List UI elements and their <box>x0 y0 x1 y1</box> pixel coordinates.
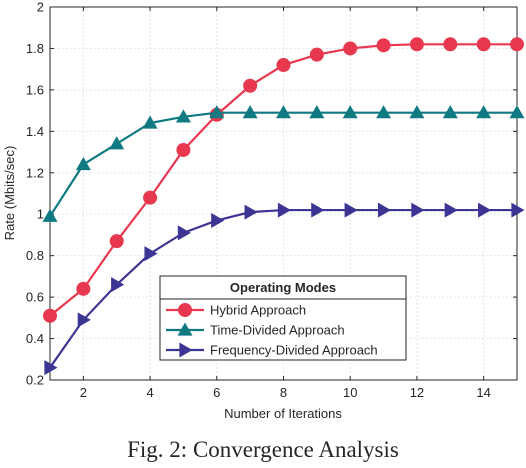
y-tick-label: 0.4 <box>26 331 44 346</box>
y-tick-label: 1.2 <box>26 165 44 180</box>
data-point <box>409 37 424 52</box>
x-tick-label: 8 <box>280 385 287 400</box>
legend: Operating Modes Hybrid Approach Time-Divi… <box>159 275 407 361</box>
data-point <box>144 246 158 262</box>
legend-entries: Hybrid Approach Time-Divided Approach Freq… <box>166 303 378 358</box>
x-tick-label: 4 <box>146 385 153 400</box>
legend-box <box>159 275 407 361</box>
data-point <box>42 208 58 222</box>
data-point <box>109 136 125 150</box>
data-point <box>143 190 158 205</box>
data-point <box>409 105 425 119</box>
x-axis-label: Number of Iterations <box>224 406 342 421</box>
data-point <box>510 37 524 52</box>
data-point <box>109 234 124 249</box>
y-tick-label: 1.6 <box>26 82 44 97</box>
data-point <box>43 308 57 323</box>
x-tick-label: 2 <box>80 385 87 400</box>
series-layer <box>42 37 525 376</box>
data-point <box>75 156 91 171</box>
legend-entry: Frequency-Divided Approach <box>166 342 378 358</box>
legend-label: Time-Divided Approach <box>210 323 345 338</box>
series-frequency-divided-approach <box>44 202 525 376</box>
series-time-divided-approach <box>42 105 525 222</box>
figure-caption: Fig. 2: Convergence Analysis <box>127 437 399 462</box>
data-point <box>309 47 324 62</box>
data-point <box>76 281 91 296</box>
data-point <box>509 105 525 119</box>
legend-entry: Time-Divided Approach <box>166 322 345 338</box>
series-hybrid-approach <box>43 37 524 323</box>
data-point <box>242 105 258 119</box>
data-point <box>411 202 425 218</box>
legend-label: Frequency-Divided Approach <box>210 343 378 358</box>
x-tick-label: 10 <box>343 385 357 400</box>
data-point <box>244 204 258 220</box>
data-point <box>44 360 58 376</box>
data-point <box>243 78 258 93</box>
data-point <box>111 277 125 293</box>
data-point <box>211 212 225 228</box>
x-tick-label: 14 <box>476 385 490 400</box>
data-point <box>209 105 225 119</box>
legend-marker <box>178 303 192 317</box>
data-point <box>376 38 391 53</box>
y-tick-label: 1.8 <box>26 41 44 56</box>
y-tick-label: 2 <box>37 0 44 15</box>
data-point <box>176 142 191 157</box>
data-point <box>175 109 191 123</box>
x-tick-label: 6 <box>213 385 220 400</box>
legend-label: Hybrid Approach <box>210 303 306 318</box>
data-point <box>344 202 358 218</box>
legend-entry: Hybrid Approach <box>166 303 306 318</box>
y-tick-label: 0.6 <box>26 290 44 305</box>
data-point <box>343 41 358 56</box>
data-point <box>277 202 291 218</box>
y-tick-label: 0.8 <box>26 248 44 263</box>
y-axis-label: Rate (Mbits/sec) <box>2 146 17 241</box>
legend-marker <box>179 342 193 358</box>
data-point <box>276 105 291 119</box>
data-point <box>377 202 392 218</box>
data-point <box>177 225 191 241</box>
x-tick-label: 12 <box>410 385 424 400</box>
axis-ticks: 2 4 6 8 10 12 14 0.2 0.4 0.6 0.8 1 1.2 1.4 1.6 1.8 2 <box>26 0 517 400</box>
y-tick-label: 0.2 <box>26 373 44 388</box>
legend-title: Operating Modes <box>230 280 336 295</box>
data-point <box>276 58 291 73</box>
data-point <box>311 202 325 218</box>
y-tick-label: 1.4 <box>26 124 44 139</box>
data-point <box>476 105 492 119</box>
data-point <box>443 37 458 52</box>
data-point <box>77 312 91 328</box>
data-point <box>476 37 491 52</box>
y-tick-label: 1 <box>37 207 44 222</box>
data-point <box>444 202 458 218</box>
data-point <box>511 202 525 218</box>
legend-marker <box>177 322 193 336</box>
data-point <box>309 105 325 119</box>
data-point <box>142 115 158 129</box>
data-point <box>342 105 358 119</box>
data-point <box>478 202 492 218</box>
data-point <box>442 105 458 119</box>
data-point <box>376 105 392 119</box>
